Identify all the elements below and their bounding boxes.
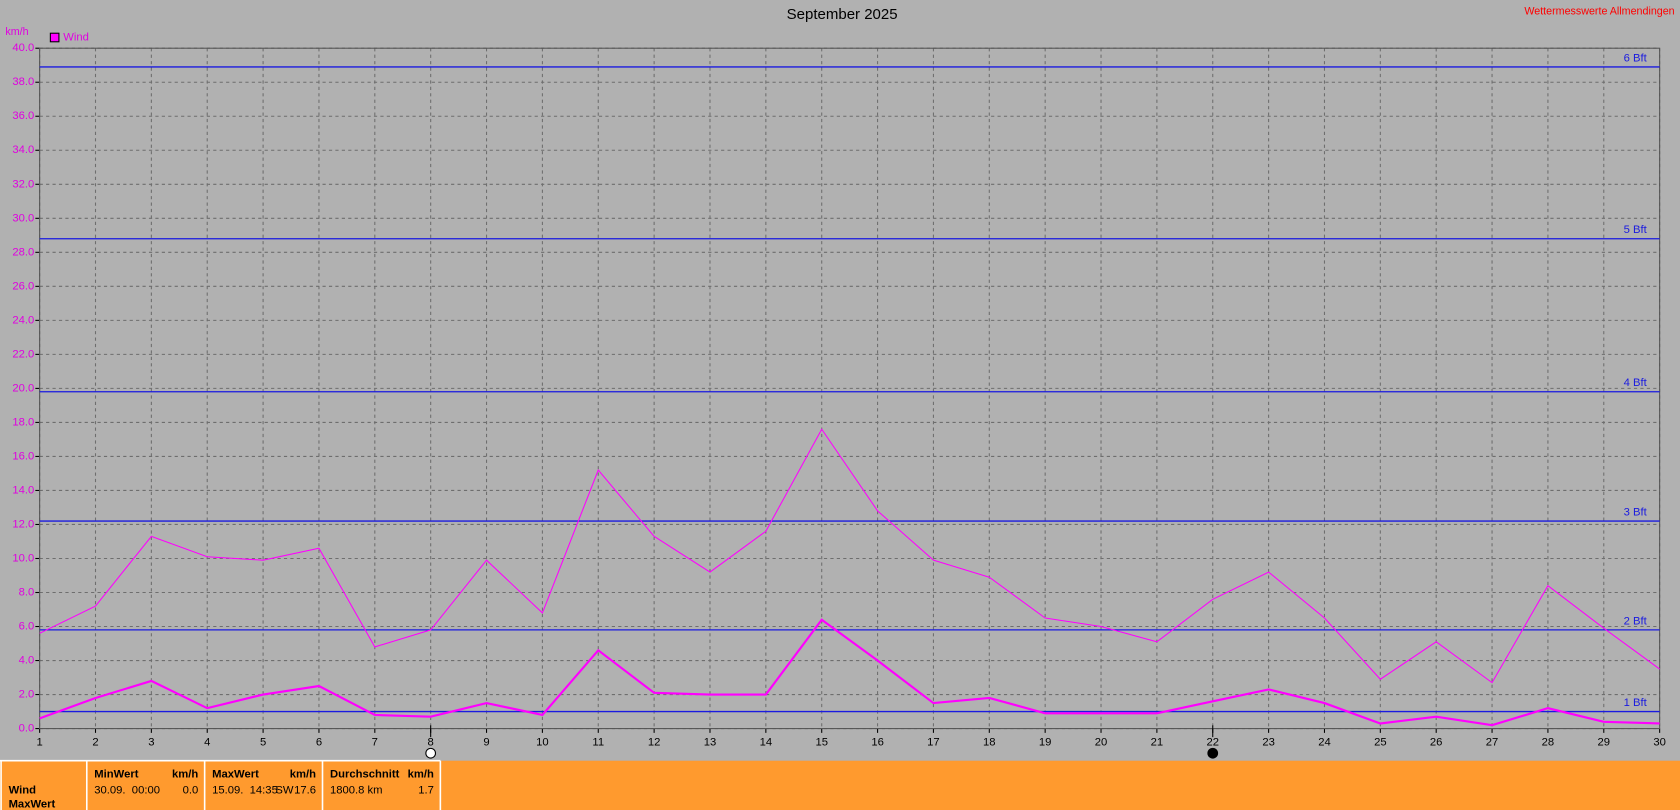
footer-bar [0, 760, 1680, 810]
x-tick-label: 23 [1262, 736, 1275, 748]
footer-value: 0.0 [183, 785, 199, 797]
y-tick-label: 8.0 [19, 586, 35, 598]
y-tick-label: 6.0 [19, 620, 35, 632]
beaufort-label: 4 Bft [1624, 377, 1648, 389]
footer-value: 17.6 [294, 785, 316, 797]
y-tick-label: 26.0 [12, 280, 34, 292]
moon-new [1207, 747, 1219, 759]
source: Wettermesswerte Allmendingen [1524, 6, 1674, 18]
x-tick-label: 7 [372, 736, 378, 748]
y-tick-label: 24.0 [12, 314, 34, 326]
footer-time: 15.09. 14:35 [212, 785, 278, 797]
x-tick-label: 15 [815, 736, 828, 748]
x-tick-label: 18 [983, 736, 996, 748]
x-tick-label: 28 [1542, 736, 1555, 748]
x-tick-label: 9 [483, 736, 489, 748]
plot: 0.0 2.0 4.0 6.0 8.0 10.0 12.0 14.0 16.0 18.0 20.0 2… [12, 31, 1666, 759]
x-tick-label: 29 [1598, 736, 1611, 748]
x-tick-label: 1 [37, 736, 43, 748]
x-tick-label: 22 [1206, 736, 1219, 748]
y-tick-label: 4.0 [19, 655, 35, 667]
y-tick-label: 14.0 [12, 484, 34, 496]
beaufort-label: 2 Bft [1624, 615, 1648, 627]
footer-unit: km/h [408, 769, 434, 781]
x-tick-label: 11 [592, 736, 604, 748]
y-tick-label: 12.0 [12, 518, 34, 530]
x-tick-label: 26 [1430, 736, 1443, 748]
series-line [39, 428, 1660, 684]
beaufort-label: 5 Bft [1624, 224, 1648, 236]
y-tick-label: 30.0 [12, 212, 34, 224]
x-tick-label: 5 [260, 736, 266, 748]
y-tick-label: 18.0 [12, 416, 34, 428]
footer-time: 30.09. 00:00 [94, 785, 160, 797]
x-tick-label: 6 [316, 736, 322, 748]
footer-value: 1.7 [418, 785, 434, 797]
y-tick-label: 32.0 [12, 178, 34, 190]
moon-full [425, 747, 437, 759]
y-tick-label: 10.0 [12, 552, 34, 564]
x-tick-label: 4 [204, 736, 210, 748]
series-line [39, 618, 1660, 727]
y-tick-label: 38.0 [12, 76, 34, 88]
legend-swatch [49, 32, 60, 43]
x-tick-label: 13 [704, 736, 717, 748]
footer-row-label: Wind [9, 785, 37, 797]
x-tick-label: 2 [92, 736, 98, 748]
x-tick-label: 17 [927, 736, 940, 748]
x-tick-label: 24 [1318, 736, 1331, 748]
plot-frame [39, 47, 1661, 730]
beaufort-label: 3 Bft [1624, 506, 1648, 518]
footer-distance: 1800.8 km [330, 785, 383, 797]
y-tick-label: 0.0 [19, 723, 35, 735]
y-unit: km/h [5, 26, 28, 38]
x-tick-label: 8 [428, 736, 434, 748]
x-tick-label: 3 [148, 736, 154, 748]
y-tick-label: 34.0 [12, 144, 34, 156]
x-tick-label: 10 [536, 736, 549, 748]
x-tick-label: 12 [648, 736, 661, 748]
y-tick-label: 2.0 [19, 689, 35, 701]
footer-unit: km/h [172, 769, 198, 781]
legend-label: Wind [63, 31, 89, 43]
y-tick-label: 36.0 [12, 110, 34, 122]
x-tick-label: 16 [871, 736, 884, 748]
footer-separators [0, 759, 442, 810]
x-tick-label: 25 [1374, 736, 1387, 748]
x-tick-label: 20 [1095, 736, 1108, 748]
y-tick-label: 20.0 [12, 382, 34, 394]
footer-row-label: MaxWert [9, 799, 56, 810]
x-tick-label: 21 [1151, 736, 1164, 748]
beaufort-label: 6 Bft [1624, 52, 1648, 64]
footer-direction: SW [275, 785, 294, 797]
x-tick-label: 14 [760, 736, 773, 748]
y-tick-label: 28.0 [12, 246, 34, 258]
y-tick-label: 22.0 [12, 348, 34, 360]
beaufort-label: 1 Bft [1624, 697, 1648, 709]
footer-header: MaxWert [212, 769, 259, 781]
x-tick-label: 19 [1039, 736, 1052, 748]
footer-header: Durchschnitt [330, 769, 400, 781]
x-tick-label: 27 [1486, 736, 1499, 748]
x-tick-label: 30 [1653, 736, 1666, 748]
chart-title: September 2025 [787, 6, 898, 23]
y-tick-label: 40.0 [12, 42, 34, 54]
y-tick-label: 16.0 [12, 450, 34, 462]
footer-unit: km/h [290, 769, 316, 781]
footer-header: MinWert [94, 769, 138, 781]
